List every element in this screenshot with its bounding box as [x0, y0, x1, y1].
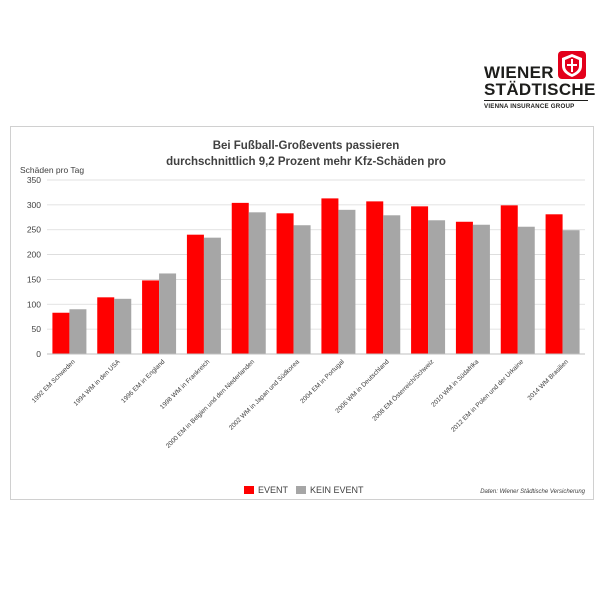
bar-event	[411, 206, 429, 354]
x-category-label: 1994 WM in den USA	[73, 358, 123, 408]
bars	[52, 198, 580, 354]
legend-swatch-event	[244, 486, 254, 494]
y-axis-ticks: 0 50 100 150 200 250 300 350	[27, 175, 41, 359]
y-tick-label: 50	[32, 324, 42, 334]
bar-kein-event	[517, 226, 535, 354]
bar-kein-event	[472, 224, 490, 354]
bar-kein-event	[428, 220, 446, 354]
bar-event	[500, 205, 518, 354]
bar-kein-event	[293, 225, 311, 354]
y-tick-label: 150	[27, 274, 41, 284]
bar-event	[52, 312, 70, 354]
bar-kein-event	[338, 209, 356, 354]
shield-emblem-icon	[558, 51, 586, 79]
bar-event	[97, 297, 115, 354]
chart-panel: 0 50 100 150 200 250 300 350 1992 EM Schweden 19…	[10, 126, 594, 500]
bar-event	[142, 280, 160, 354]
bar-kein-event	[159, 273, 177, 354]
x-category-label: 1998 WM in Frankreich	[159, 358, 212, 411]
y-tick-label: 350	[27, 175, 41, 185]
bar-event	[186, 234, 204, 354]
legend-label-event: EVENT	[258, 485, 289, 495]
x-category-label: 1996 EM in England	[120, 358, 167, 405]
x-category-label: 2004 EM in Portugal	[299, 358, 346, 405]
chart-title-line2: durchschnittlich 9,2 Prozent mehr Kfz-Sc…	[166, 156, 446, 168]
bar-kein-event	[248, 212, 266, 354]
bar-kein-event	[383, 215, 401, 354]
bar-event	[276, 213, 294, 354]
legend: EVENT KEIN EVENT	[244, 485, 364, 495]
gridlines	[47, 179, 585, 330]
legend-label-kein-event: KEIN EVENT	[310, 485, 364, 495]
bar-event	[545, 214, 563, 354]
bar-kein-event	[114, 298, 132, 354]
bar-event	[366, 201, 384, 354]
x-category-label: 2000 EM in Belgien und den Niederlanden	[165, 358, 257, 450]
y-tick-label: 200	[27, 250, 41, 260]
y-tick-label: 100	[27, 299, 41, 309]
x-category-label: 1992 EM Schweden	[31, 358, 77, 404]
logo-wordmark-line1: WIENER	[484, 63, 554, 82]
bar-event	[231, 202, 249, 354]
bar-event	[321, 198, 339, 354]
source-note: Daten: Wiener Städtische Versicherung	[480, 489, 585, 495]
logo-divider	[484, 100, 588, 101]
x-category-label: 2010 WM in Südafrika	[430, 358, 480, 408]
bar-event	[455, 221, 473, 354]
bar-kein-event	[203, 237, 221, 354]
x-category-label: 2014 WM Brasilien	[526, 358, 570, 402]
y-tick-label: 300	[27, 200, 41, 210]
company-logo: WIENER STÄDTISCHE VIENNA INSURANCE GROUP	[484, 50, 596, 120]
bar-kein-event	[69, 309, 87, 354]
logo-wordmark-line2: STÄDTISCHE	[484, 80, 596, 99]
bar-kein-event	[562, 230, 580, 354]
x-category-label: 2002 WM in Japan und Südkorea	[228, 358, 301, 431]
y-tick-label: 0	[36, 349, 41, 359]
y-axis-label: Schäden pro Tag	[20, 165, 84, 175]
logo-subtitle: VIENNA INSURANCE GROUP	[484, 103, 575, 110]
y-tick-label: 250	[27, 225, 41, 235]
chart-title-line1: Bei Fußball-Großevents passieren	[213, 140, 400, 152]
x-category-label: 2012 EM in Polen und der Urkaine	[450, 358, 525, 433]
legend-swatch-kein-event	[296, 486, 306, 494]
